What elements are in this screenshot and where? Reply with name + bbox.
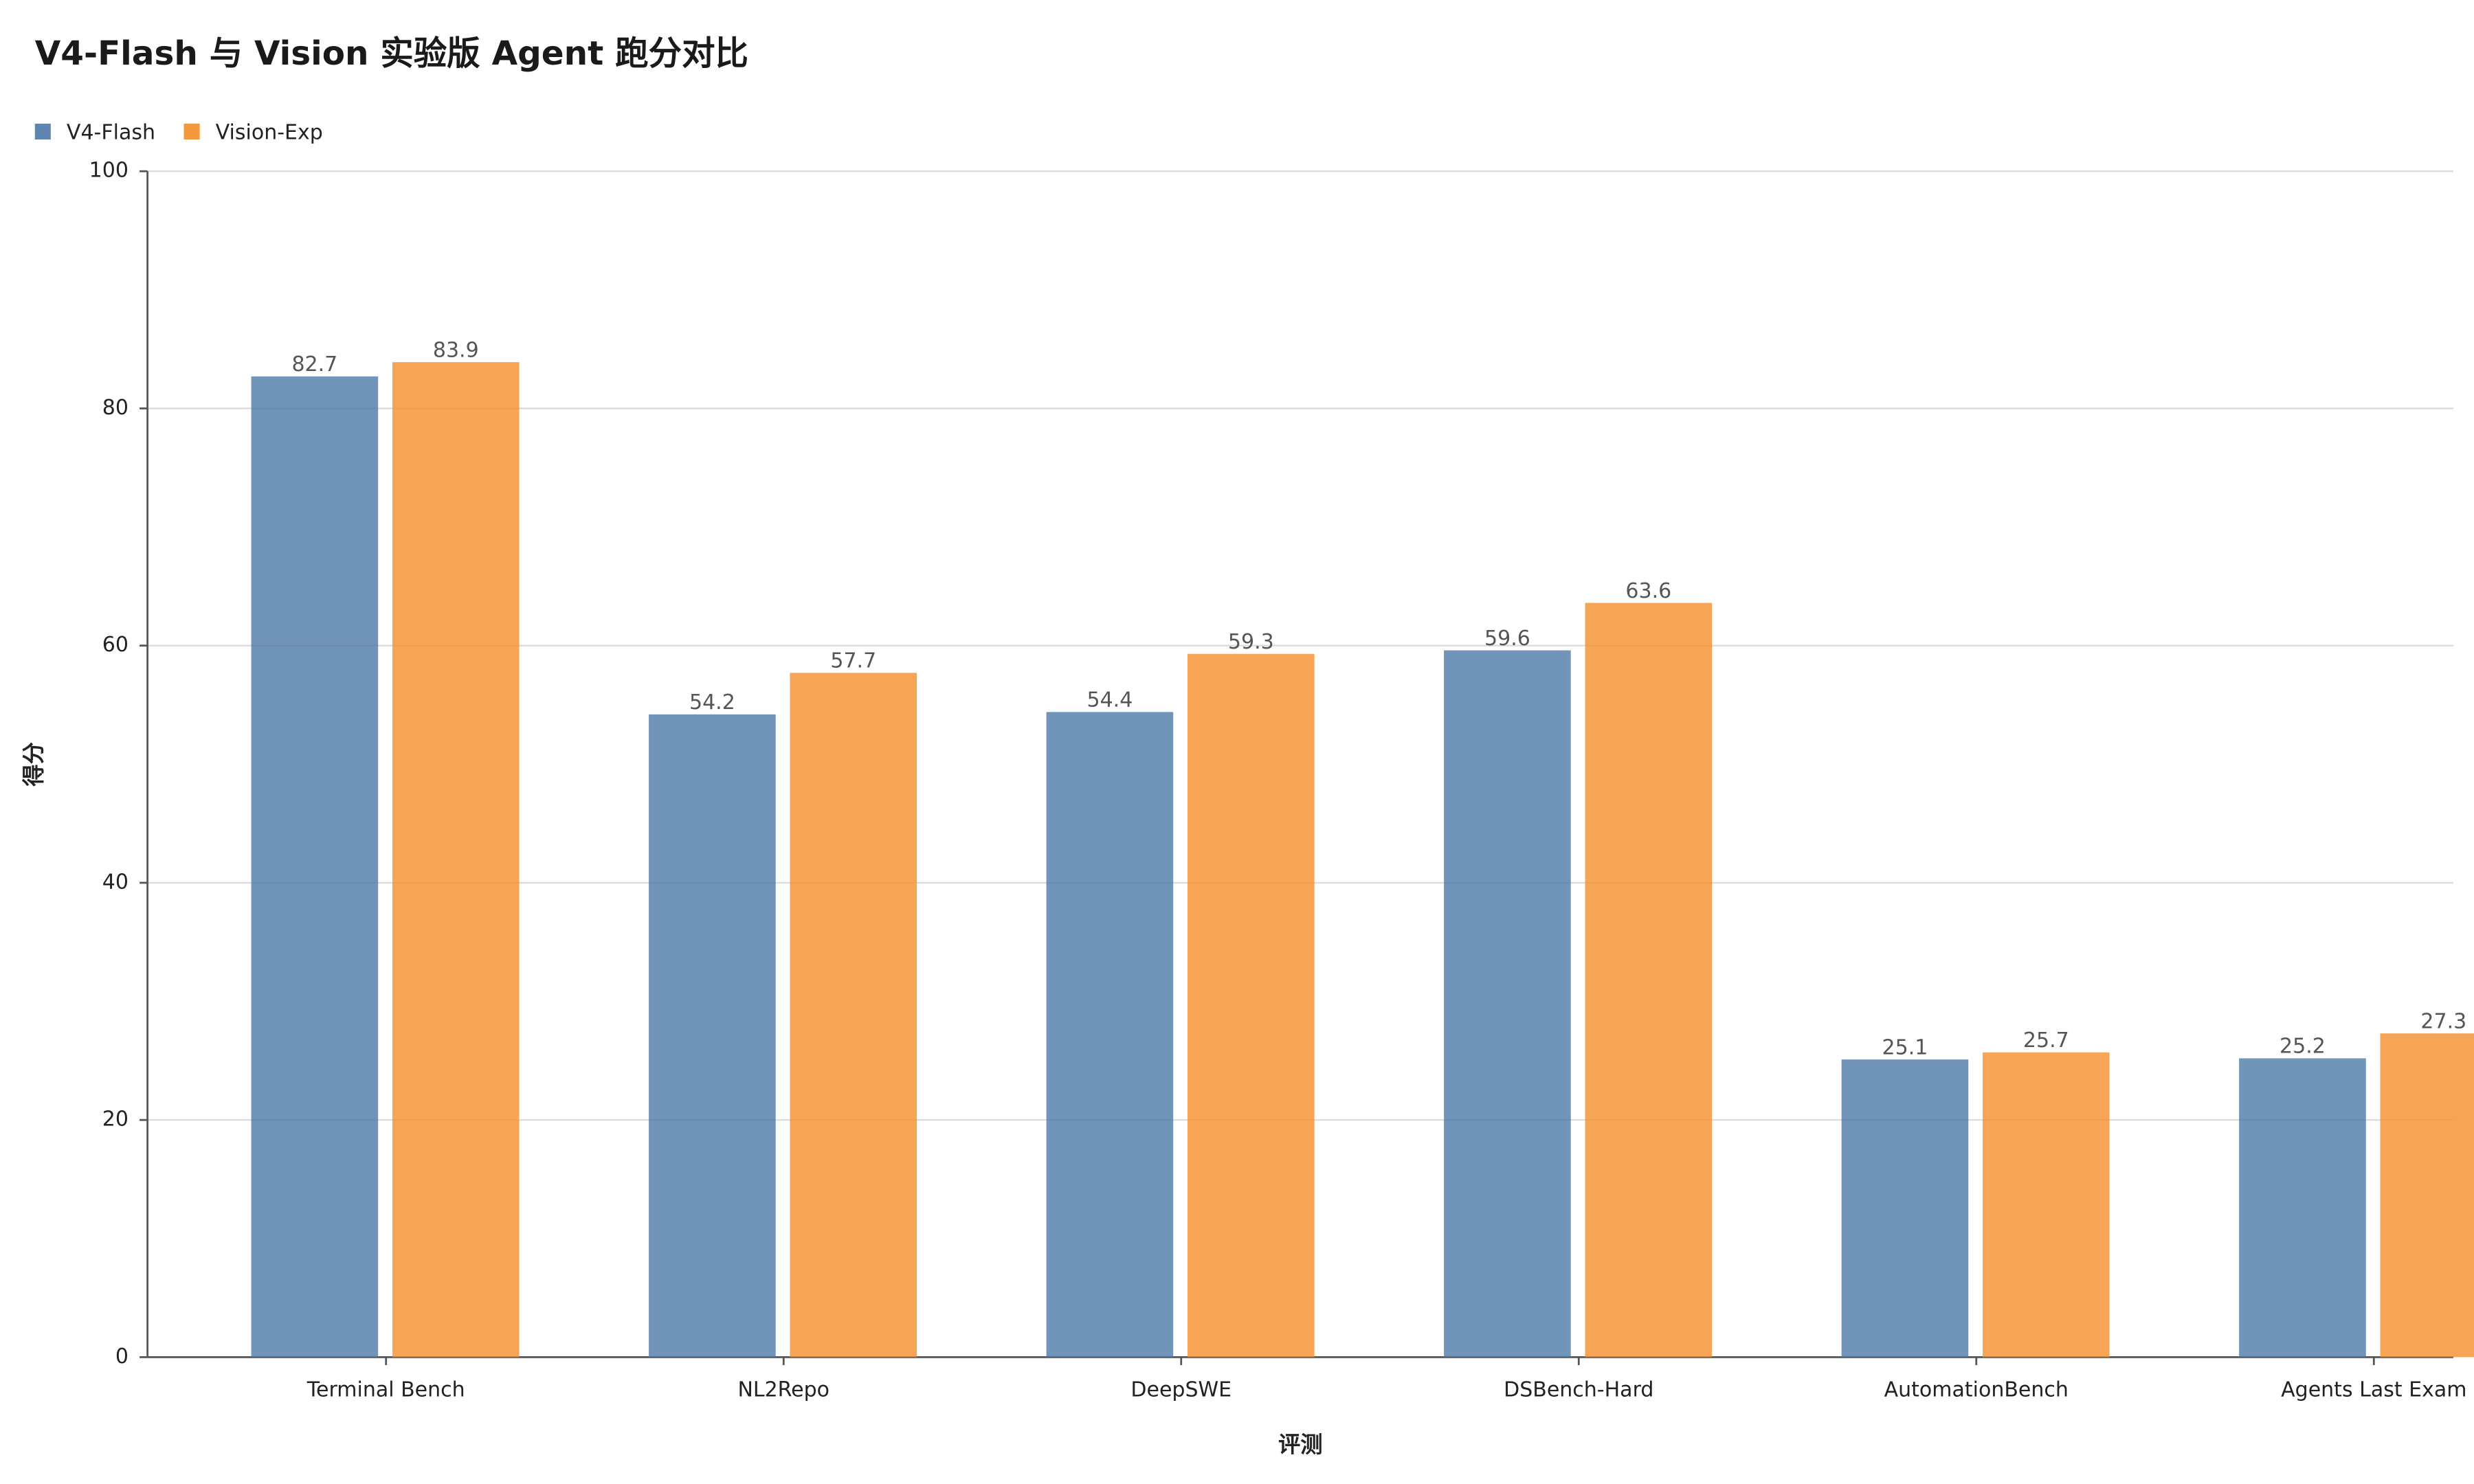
value-label: 25.7 <box>2023 1028 2069 1053</box>
legend-swatch <box>183 124 200 140</box>
bar <box>251 376 379 1358</box>
bar <box>392 362 520 1358</box>
y-axis-label: 得分 <box>21 742 47 787</box>
bar <box>2239 1058 2366 1358</box>
value-label: 25.2 <box>2280 1035 2326 1059</box>
bar <box>790 673 917 1358</box>
bar <box>1841 1059 1969 1358</box>
y-tick-label: 80 <box>102 396 129 420</box>
y-tick-label: 40 <box>102 870 129 894</box>
value-label: 63.6 <box>1625 579 1671 603</box>
y-tick-label: 60 <box>102 633 129 657</box>
x-tick-label: DeepSWE <box>1130 1378 1232 1402</box>
value-label: 25.1 <box>1882 1035 1928 1059</box>
bar <box>1187 653 1315 1358</box>
legend-label: Vision-Exp <box>216 120 323 144</box>
legend-label: V4-Flash <box>67 120 155 144</box>
bar <box>1444 650 1571 1358</box>
x-axis-label: 评测 <box>1278 1432 1323 1458</box>
bar <box>1046 712 1174 1358</box>
y-tick-label: 0 <box>115 1345 129 1369</box>
y-tick-label: 100 <box>89 159 129 183</box>
value-label: 59.3 <box>1228 630 1274 654</box>
value-label: 59.6 <box>1484 627 1530 651</box>
value-label: 27.3 <box>2420 1009 2466 1033</box>
chart-title: V4-Flash 与 Vision 实验版 Agent 跑分对比 <box>35 34 748 73</box>
value-label: 57.7 <box>830 649 876 673</box>
legend-swatch <box>34 124 51 140</box>
bar <box>2380 1033 2474 1358</box>
value-label: 83.9 <box>433 338 479 362</box>
x-tick-label: AutomationBench <box>1884 1378 2069 1402</box>
y-tick-label: 20 <box>102 1108 129 1132</box>
value-label: 54.4 <box>1087 688 1133 712</box>
x-tick-label: Terminal Bench <box>307 1378 465 1402</box>
bar <box>1585 603 1713 1358</box>
x-tick-label: NL2Repo <box>737 1378 829 1402</box>
value-label: 82.7 <box>291 352 337 376</box>
bar <box>1983 1052 2110 1358</box>
value-label: 54.2 <box>689 690 735 715</box>
x-tick-label: DSBench-Hard <box>1504 1378 1653 1402</box>
bar <box>649 714 776 1358</box>
x-tick-label: Agents Last Exam <box>2281 1378 2466 1402</box>
